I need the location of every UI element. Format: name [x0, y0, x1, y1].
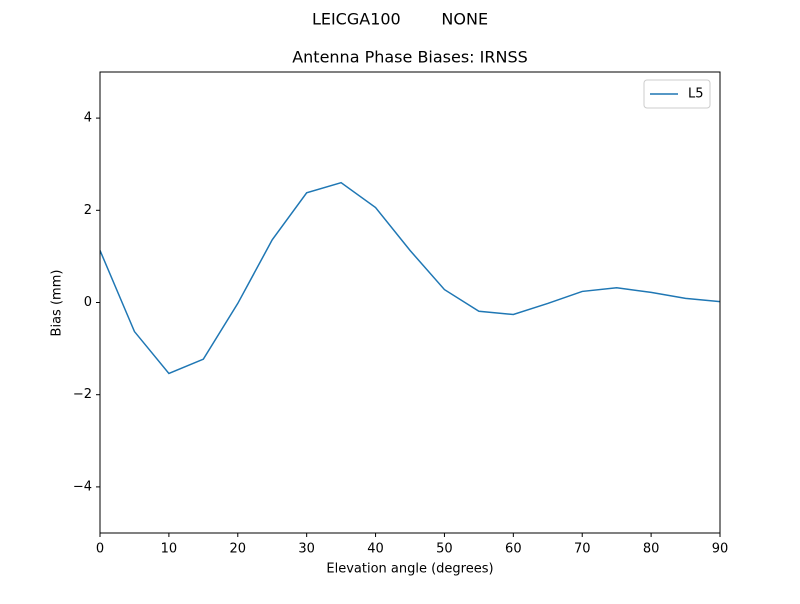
- x-tick-label: 10: [161, 542, 178, 557]
- x-tick-label: 30: [298, 542, 315, 557]
- data-line: [100, 181, 720, 375]
- legend-label: L5: [688, 87, 704, 102]
- suptitle: LEICGA100 NONE: [312, 10, 488, 29]
- x-tick-label: 20: [230, 542, 247, 557]
- x-tick-label: 80: [643, 542, 660, 557]
- y-tick-label: 2: [84, 203, 92, 218]
- y-tick-label: 4: [84, 111, 92, 126]
- x-tick-label: 0: [96, 542, 104, 557]
- y-tick-label: −4: [73, 479, 92, 494]
- y-tick-label: 0: [84, 295, 92, 310]
- x-tick-label: 60: [505, 542, 522, 557]
- y-tick-label: −2: [73, 387, 92, 402]
- x-axis-label: Elevation angle (degrees): [326, 562, 493, 577]
- x-tick-label: 70: [574, 542, 591, 557]
- x-tick-label: 40: [367, 542, 384, 557]
- x-tick-label: 50: [436, 542, 453, 557]
- plot-frame: [99, 71, 721, 534]
- y-axis-label: Bias (mm): [50, 270, 65, 337]
- chart-title: Antenna Phase Biases: IRNSS: [292, 48, 528, 67]
- x-tick-label: 90: [712, 542, 729, 557]
